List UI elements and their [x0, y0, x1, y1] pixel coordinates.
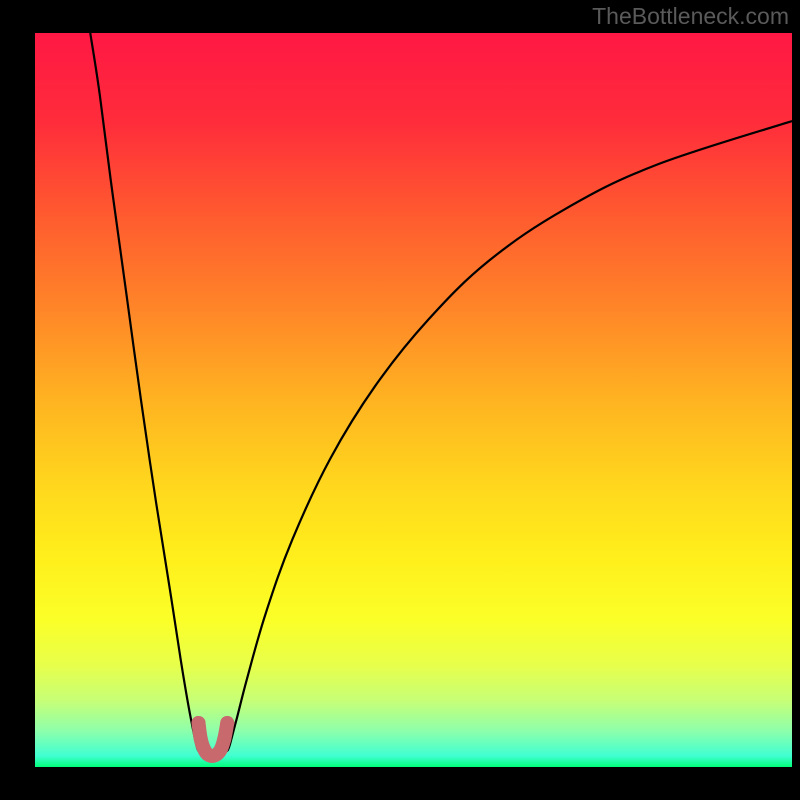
trough-dot: [220, 716, 234, 730]
watermark-text: TheBottleneck.com: [592, 3, 789, 29]
trough-dot: [192, 716, 206, 730]
trough-dot: [194, 732, 208, 746]
bottleneck-chart: TheBottleneck.com: [0, 0, 800, 800]
trough-dot: [217, 732, 231, 746]
plot-area: [35, 33, 792, 767]
